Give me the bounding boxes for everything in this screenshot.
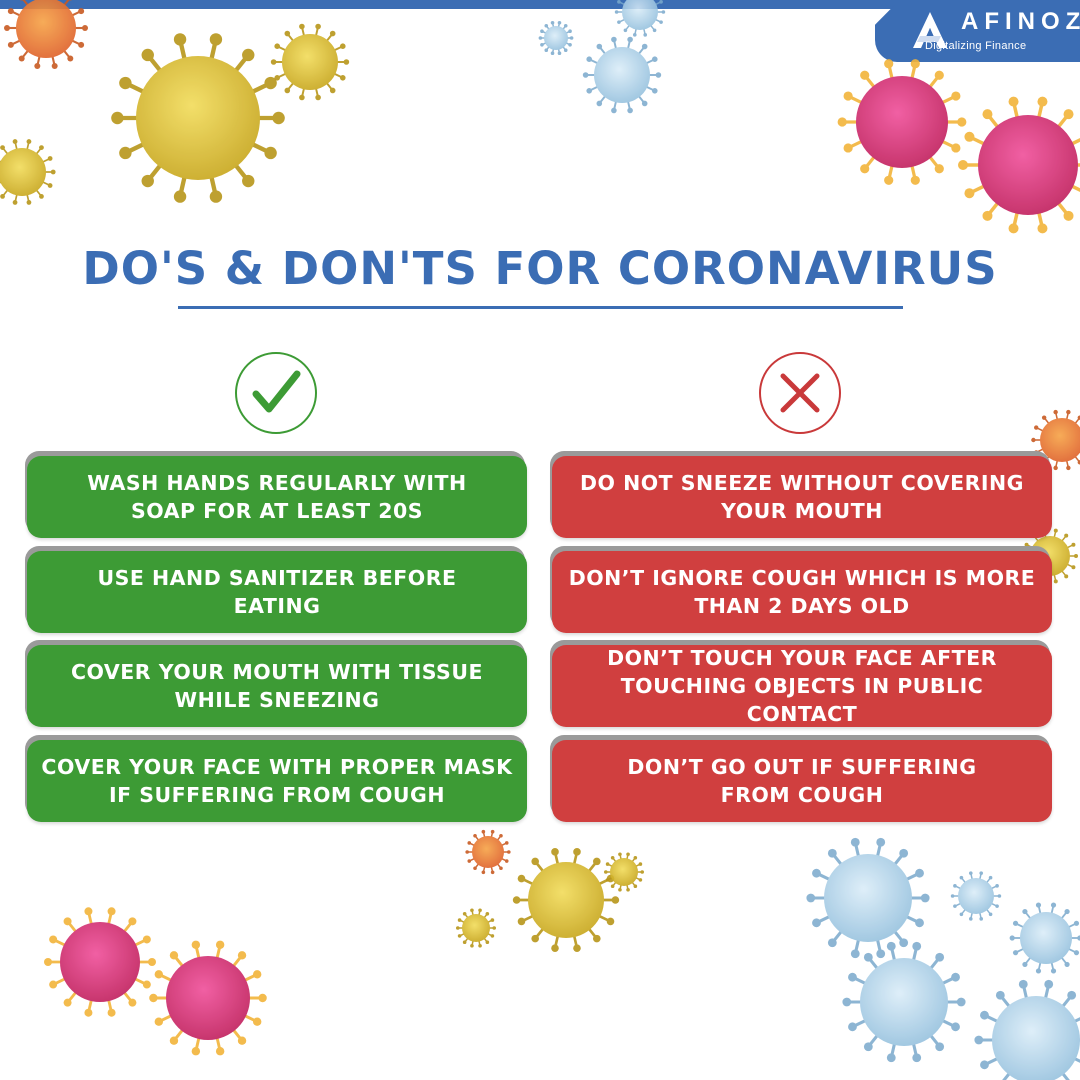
do-card: COVER YOUR MOUTH WITH TISSUE WHILE SNEEZ… <box>27 645 527 727</box>
brand-tagline: Digitalizing Finance <box>925 40 1027 52</box>
top-accent-bar <box>0 0 1080 9</box>
do-text: COVER YOUR FACE WITH PROPER MASK IF SUFF… <box>41 755 513 807</box>
virus-icon <box>149 940 267 1056</box>
brand-name: AFINOZ <box>961 8 1080 35</box>
cross-mark-icon <box>759 352 841 434</box>
virus-icon <box>512 848 620 952</box>
do-text: USE HAND SANITIZER BEFORE EATING <box>97 566 457 618</box>
do-text: COVER YOUR MOUTH WITH TISSUE WHILE SNEEZ… <box>71 660 483 712</box>
dont-card: DO NOT SNEEZE WITHOUT COVERING YOUR MOUT… <box>552 456 1052 538</box>
virus-icon <box>44 907 156 1017</box>
virus-icon <box>842 941 966 1063</box>
virus-icon <box>1009 902 1080 974</box>
dont-card: DON’T IGNORE COUGH WHICH IS MORE THAN 2 … <box>552 551 1052 633</box>
virus-icon <box>465 829 511 875</box>
page-title: DO'S & DON'TS FOR CORONAVIRUS <box>82 242 998 295</box>
virus-icon <box>111 33 285 203</box>
virus-icon <box>837 59 967 185</box>
virus-icon <box>582 36 662 114</box>
dont-text: DO NOT SNEEZE WITHOUT COVERING YOUR MOUT… <box>580 471 1024 523</box>
check-mark-icon <box>235 352 317 434</box>
dont-text: DON’T TOUCH YOUR FACE AFTER TOUCHING OBJ… <box>607 646 997 726</box>
dont-card: DON’T GO OUT IF SUFFERING FROM COUGH <box>552 740 1052 822</box>
virus-icon <box>806 837 930 959</box>
virus-icon <box>270 23 350 101</box>
virus-icon <box>0 139 56 205</box>
virus-icon <box>538 20 574 56</box>
do-text: WASH HANDS REGULARLY WITH SOAP FOR AT LE… <box>87 471 467 523</box>
virus-icon <box>604 852 644 892</box>
do-card: COVER YOUR FACE WITH PROPER MASK IF SUFF… <box>27 740 527 822</box>
dont-text: DON’T IGNORE COUGH WHICH IS MORE THAN 2 … <box>568 566 1036 618</box>
virus-icon <box>958 96 1080 234</box>
virus-icon <box>456 908 497 948</box>
brand-header: AFINOZ Digitalizing Finance <box>875 0 1080 62</box>
virus-icon <box>974 979 1080 1080</box>
do-card: USE HAND SANITIZER BEFORE EATING <box>27 551 527 633</box>
afinoz-logo-icon <box>913 12 947 48</box>
virus-icon <box>950 871 1002 921</box>
virus-icon <box>4 0 88 70</box>
do-card: WASH HANDS REGULARLY WITH SOAP FOR AT LE… <box>27 456 527 538</box>
virus-icon <box>614 0 666 37</box>
dont-card: DON’T TOUCH YOUR FACE AFTER TOUCHING OBJ… <box>552 645 1052 727</box>
virus-icon <box>1031 409 1080 471</box>
title-underline <box>178 306 903 309</box>
dont-text: DON’T GO OUT IF SUFFERING FROM COUGH <box>627 755 977 807</box>
